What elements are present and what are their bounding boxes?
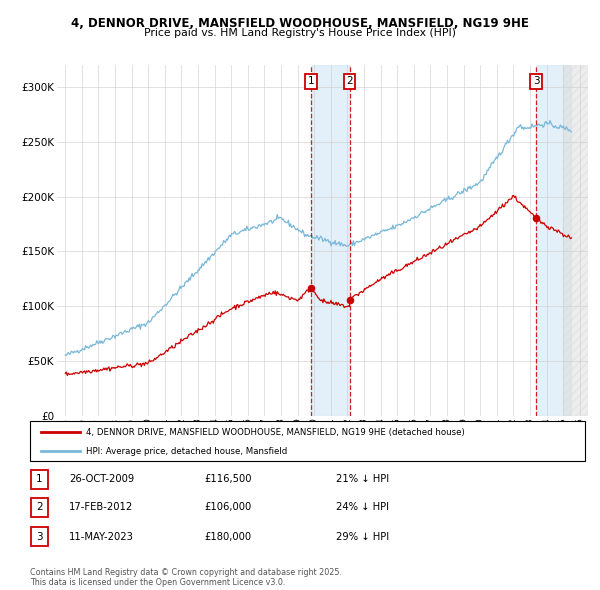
Bar [311,65,350,416]
Point [531,214,541,223]
Bar [563,65,588,416]
Bar [536,65,571,416]
Text: Price paid vs. HM Land Registry's House Price Index (HPI): Price paid vs. HM Land Registry's House … [144,28,456,38]
FancyBboxPatch shape [31,527,48,546]
Text: 2: 2 [346,76,353,86]
Text: Contains HM Land Registry data © Crown copyright and database right 2025.
This d: Contains HM Land Registry data © Crown c… [30,568,342,587]
Text: 4, DENNOR DRIVE, MANSFIELD WOODHOUSE, MANSFIELD, NG19 9HE: 4, DENNOR DRIVE, MANSFIELD WOODHOUSE, MA… [71,17,529,30]
Point [307,283,316,293]
Text: £116,500: £116,500 [204,474,251,484]
FancyBboxPatch shape [31,470,48,489]
Text: 17-FEB-2012: 17-FEB-2012 [69,503,133,512]
Point [345,295,355,304]
Text: 11-MAY-2023: 11-MAY-2023 [69,532,134,542]
Text: 2: 2 [36,503,43,512]
FancyBboxPatch shape [30,421,585,461]
Text: 4, DENNOR DRIVE, MANSFIELD WOODHOUSE, MANSFIELD, NG19 9HE (detached house): 4, DENNOR DRIVE, MANSFIELD WOODHOUSE, MA… [86,428,464,437]
Text: £106,000: £106,000 [204,503,251,512]
Text: 26-OCT-2009: 26-OCT-2009 [69,474,134,484]
Text: 3: 3 [533,76,539,86]
Text: 1: 1 [36,474,43,484]
Text: 1: 1 [308,76,314,86]
Text: 3: 3 [36,532,43,542]
Text: £180,000: £180,000 [204,532,251,542]
Text: 24% ↓ HPI: 24% ↓ HPI [336,503,389,512]
Text: 29% ↓ HPI: 29% ↓ HPI [336,532,389,542]
FancyBboxPatch shape [31,498,48,517]
Text: 21% ↓ HPI: 21% ↓ HPI [336,474,389,484]
Text: HPI: Average price, detached house, Mansfield: HPI: Average price, detached house, Mans… [86,447,287,456]
